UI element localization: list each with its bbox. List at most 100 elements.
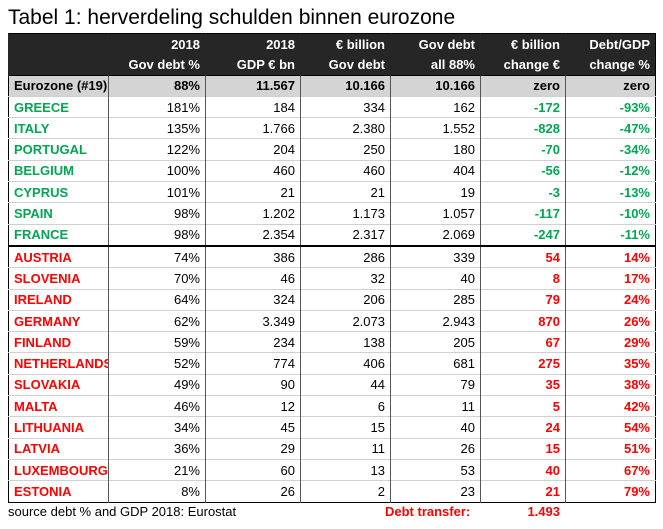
value-cell: 324 <box>205 288 301 311</box>
value-cell: -828 <box>480 117 566 139</box>
value-cell: 3.349 <box>205 309 301 332</box>
table-body: 2018 2018 € billion Gov debt € billion Debt/G… <box>8 33 656 503</box>
header-row: Gov debt % GDP € bn Gov debt all 88% change … <box>8 54 656 76</box>
header-row: 2018 2018 € billion Gov debt € billion Debt/G… <box>8 33 656 55</box>
country-name: FINLAND <box>8 331 109 353</box>
country-row: LATVIA 36% 29 11 26 15 51% <box>8 437 656 460</box>
value-cell: 53 <box>390 458 481 481</box>
value-cell: 6 <box>300 395 391 417</box>
value-cell: 36% <box>108 437 206 460</box>
country-name: CYPRUS <box>8 181 109 203</box>
value-cell: 35% <box>565 352 656 375</box>
value-cell: 138 <box>300 331 391 353</box>
country-row: BELGIUM 100% 460 460 404 -56 -12% <box>8 159 656 182</box>
value-cell: 12 <box>205 395 301 417</box>
header-cell: Gov debt <box>390 33 481 55</box>
value-cell: 184 <box>205 95 301 118</box>
value-cell: 1.202 <box>205 202 301 225</box>
value-cell: 2.943 <box>390 309 481 332</box>
total-row: Eurozone (#19) 88% 11.567 10.166 10.166 zero z… <box>8 74 656 97</box>
value-cell: 1.766 <box>205 117 301 139</box>
value-cell: 29% <box>565 331 656 353</box>
value-cell: 21 <box>300 181 391 203</box>
value-cell: 681 <box>390 352 481 375</box>
total-cell: 88% <box>108 74 206 97</box>
header-cell <box>8 33 109 55</box>
transfer-value: 1.493 <box>527 504 560 519</box>
value-cell: 15 <box>300 416 391 439</box>
country-name: ITALY <box>8 117 109 139</box>
value-cell: 14% <box>565 244 656 268</box>
country-name: LATVIA <box>8 437 109 460</box>
value-cell: 52% <box>108 352 206 375</box>
value-cell: -34% <box>565 138 656 161</box>
value-cell: 2 <box>300 480 391 503</box>
country-name: GERMANY <box>8 309 109 332</box>
country-row: SLOVAKIA 49% 90 44 79 35 38% <box>8 373 656 396</box>
source-note: source debt % and GDP 2018: Eurostat <box>8 504 237 519</box>
value-cell: 24 <box>480 416 566 439</box>
value-cell: 334 <box>300 95 391 118</box>
value-cell: 46 <box>205 267 301 290</box>
header-cell: Debt/GDP <box>565 33 656 55</box>
value-cell: 60 <box>205 458 301 481</box>
value-cell: 51% <box>565 437 656 460</box>
value-cell: 285 <box>390 288 481 311</box>
value-cell: 32 <box>300 267 391 290</box>
value-cell: 1.057 <box>390 202 481 225</box>
value-cell: 59% <box>108 331 206 353</box>
value-cell: 100% <box>108 159 206 182</box>
value-cell: 40 <box>390 416 481 439</box>
header-cell: 2018 <box>108 33 206 55</box>
value-cell: 79 <box>390 373 481 396</box>
value-cell: 122% <box>108 138 206 161</box>
value-cell: 2.317 <box>300 223 391 246</box>
value-cell: 460 <box>300 159 391 182</box>
country-name: FRANCE <box>8 223 109 246</box>
country-name: SLOVENIA <box>8 267 109 290</box>
header-cell: 2018 <box>205 33 301 55</box>
value-cell: -12% <box>565 159 656 182</box>
value-cell: 34% <box>108 416 206 439</box>
total-cell: 10.166 <box>390 74 481 97</box>
country-row: AUSTRIA 74% 386 286 339 54 14% <box>8 244 656 268</box>
value-cell: 24% <box>565 288 656 311</box>
value-cell: -247 <box>480 223 566 246</box>
header-cell: all 88% <box>390 54 481 76</box>
value-cell: 1.552 <box>390 117 481 139</box>
value-cell: 67 <box>480 331 566 353</box>
value-cell: 286 <box>300 244 391 268</box>
value-cell: 64% <box>108 288 206 311</box>
value-cell: 54 <box>480 244 566 268</box>
country-name: LUXEMBOURG <box>8 458 109 481</box>
value-cell: 205 <box>390 331 481 353</box>
value-cell: 2.073 <box>300 309 391 332</box>
value-cell: 54% <box>565 416 656 439</box>
value-cell: 275 <box>480 352 566 375</box>
value-cell: -70 <box>480 138 566 161</box>
value-cell: 15 <box>480 437 566 460</box>
country-row: ESTONIA 8% 26 2 23 21 79% <box>8 480 656 503</box>
country-row: LITHUANIA 34% 45 15 40 24 54% <box>8 416 656 439</box>
value-cell: 26 <box>205 480 301 503</box>
header-cell: € billion <box>300 33 391 55</box>
value-cell: 181% <box>108 95 206 118</box>
total-cell: 11.567 <box>205 74 301 97</box>
country-row: NETHERLANDS 52% 774 406 681 275 35% <box>8 352 656 375</box>
header-cell <box>8 54 109 76</box>
value-cell: 40 <box>390 267 481 290</box>
value-cell: 2.069 <box>390 223 481 246</box>
value-cell: 79% <box>565 480 656 503</box>
country-row: MALTA 46% 12 6 11 5 42% <box>8 395 656 417</box>
country-name: MALTA <box>8 395 109 417</box>
value-cell: 774 <box>205 352 301 375</box>
value-cell: 870 <box>480 309 566 332</box>
value-cell: 386 <box>205 244 301 268</box>
country-name: AUSTRIA <box>8 244 109 268</box>
value-cell: 98% <box>108 202 206 225</box>
value-cell: 8% <box>108 480 206 503</box>
value-cell: 19 <box>390 181 481 203</box>
value-cell: 406 <box>300 352 391 375</box>
country-name: SLOVAKIA <box>8 373 109 396</box>
